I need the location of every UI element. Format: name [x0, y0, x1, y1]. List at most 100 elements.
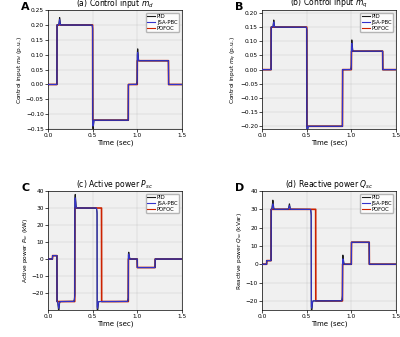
Y-axis label: Control input $m_q$ (p.u.): Control input $m_q$ (p.u.)	[228, 36, 238, 103]
PID	[133, 83, 138, 87]
JSA-PBC	[311, 124, 316, 128]
Line: PID: PID	[48, 194, 182, 312]
JSA-PBC	[91, 124, 96, 128]
POFOC	[269, 207, 274, 211]
PID	[347, 68, 352, 72]
POFOC	[133, 83, 138, 87]
PID	[73, 192, 78, 196]
X-axis label: Time (sec): Time (sec)	[97, 320, 133, 327]
JSA-PBC	[284, 25, 289, 29]
PID	[97, 118, 102, 122]
JSA-PBC	[70, 300, 75, 304]
Line: JSA-PBC: JSA-PBC	[262, 22, 396, 131]
JSA-PBC	[57, 18, 62, 22]
X-axis label: Time (sec): Time (sec)	[311, 140, 347, 146]
Legend: PID, JSA-PBC, POFOC: PID, JSA-PBC, POFOC	[146, 13, 179, 32]
PID	[340, 68, 345, 72]
POFOC	[146, 59, 150, 63]
JSA-PBC	[394, 68, 398, 72]
JSA-PBC	[340, 68, 345, 72]
Line: POFOC: POFOC	[262, 27, 396, 126]
PID	[180, 83, 184, 87]
Y-axis label: Reactive power $Q_{sc}$ (kVar): Reactive power $Q_{sc}$ (kVar)	[235, 212, 244, 289]
PID	[126, 253, 131, 257]
POFOC	[72, 206, 77, 210]
JSA-PBC	[260, 262, 264, 266]
JSA-PBC	[97, 118, 102, 122]
POFOC	[97, 118, 102, 122]
POFOC	[126, 83, 131, 87]
POFOC	[146, 266, 150, 270]
JSA-PBC	[394, 262, 398, 266]
JSA-PBC	[46, 257, 50, 261]
JSA-PBC	[305, 129, 310, 133]
PID	[57, 16, 62, 20]
POFOC	[311, 124, 316, 128]
JSA-PBC	[180, 257, 184, 261]
PID	[370, 262, 375, 266]
POFOC	[180, 257, 184, 261]
JSA-PBC	[126, 254, 131, 258]
PID	[360, 49, 364, 53]
Text: C: C	[21, 183, 29, 193]
JSA-PBC	[370, 49, 375, 53]
PID	[370, 49, 375, 53]
JSA-PBC	[73, 196, 78, 200]
JSA-PBC	[146, 59, 150, 63]
JSA-PBC	[347, 68, 352, 72]
POFOC	[394, 262, 398, 266]
PID	[270, 198, 275, 202]
JSA-PBC	[360, 240, 364, 244]
PID	[97, 300, 102, 304]
POFOC	[54, 23, 59, 27]
JSA-PBC	[56, 306, 61, 310]
POFOC	[97, 206, 102, 210]
POFOC	[340, 262, 345, 266]
PID	[305, 131, 310, 135]
POFOC	[313, 299, 318, 303]
PID	[146, 266, 150, 270]
POFOC	[347, 262, 352, 266]
Legend: PID, JSA-PBC, POFOC: PID, JSA-PBC, POFOC	[360, 13, 393, 32]
JSA-PBC	[156, 257, 160, 261]
PID	[56, 310, 61, 314]
Y-axis label: Control input $m_d$ (p.u.): Control input $m_d$ (p.u.)	[16, 36, 24, 103]
JSA-PBC	[370, 262, 375, 266]
POFOC	[394, 68, 398, 72]
PID	[284, 25, 289, 29]
JSA-PBC	[146, 266, 150, 270]
Line: PID: PID	[262, 20, 396, 133]
JSA-PBC	[271, 20, 276, 24]
X-axis label: Time (sec): Time (sec)	[311, 320, 347, 327]
JSA-PBC	[270, 202, 275, 206]
POFOC	[156, 257, 160, 261]
POFOC	[360, 49, 364, 53]
POFOC	[126, 257, 131, 261]
Title: (d) Reactive power $Q_{sc}$: (d) Reactive power $Q_{sc}$	[285, 178, 373, 191]
Title: (b) Control input $m_q$: (b) Control input $m_q$	[290, 0, 368, 10]
POFOC	[46, 83, 50, 87]
X-axis label: Time (sec): Time (sec)	[97, 140, 133, 146]
POFOC	[284, 207, 289, 211]
PID	[70, 300, 75, 304]
POFOC	[340, 68, 345, 72]
JSA-PBC	[97, 300, 102, 304]
POFOC	[260, 262, 264, 266]
PID	[126, 83, 131, 87]
POFOC	[260, 68, 264, 72]
PID	[347, 262, 352, 266]
PID	[260, 68, 264, 72]
JSA-PBC	[133, 257, 138, 261]
PID	[340, 256, 345, 261]
POFOC	[54, 300, 59, 304]
PID	[133, 257, 138, 261]
Title: (a) Control input $m_d$: (a) Control input $m_d$	[76, 0, 154, 10]
PID	[284, 207, 289, 211]
JSA-PBC	[133, 83, 138, 87]
POFOC	[70, 300, 75, 304]
JSA-PBC	[46, 83, 50, 87]
Line: JSA-PBC: JSA-PBC	[48, 20, 182, 126]
PID	[46, 83, 50, 87]
JSA-PBC	[284, 207, 289, 211]
Text: B: B	[235, 2, 244, 12]
